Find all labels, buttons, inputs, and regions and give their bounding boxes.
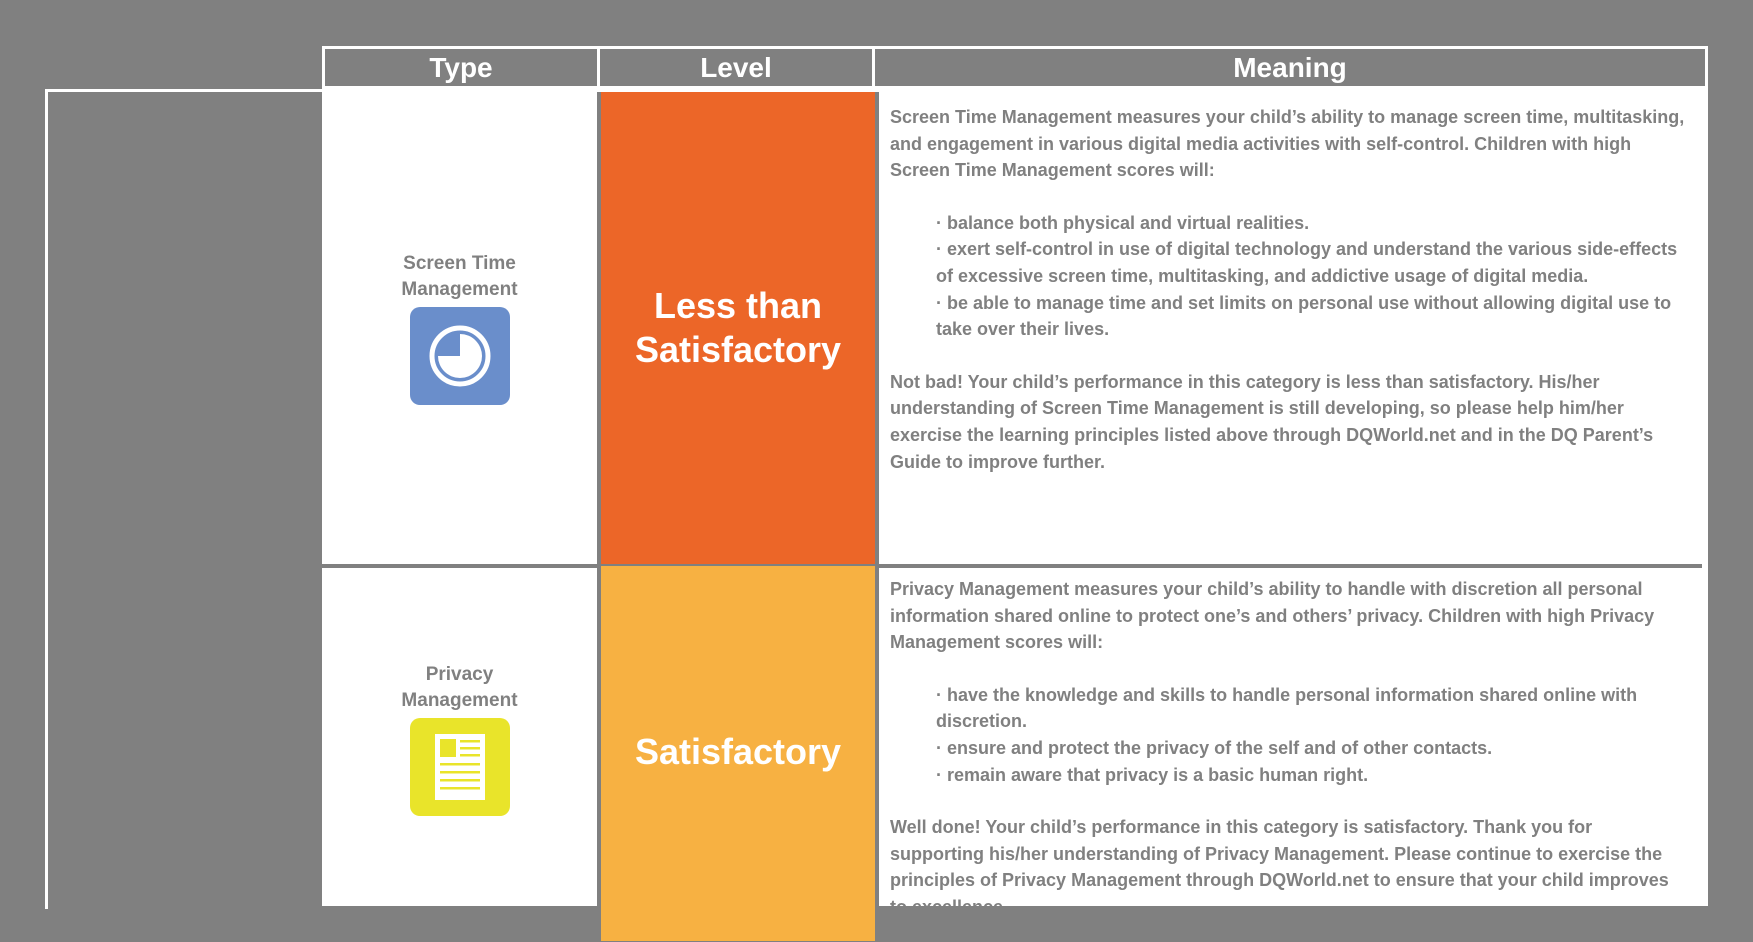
meaning-cell: Privacy Management measures your child’s… — [890, 576, 1690, 921]
meaning-summary: Not bad! Your child’s performance in thi… — [890, 371, 1654, 472]
row-divider — [322, 564, 1702, 568]
type-cell: Screen Time Management — [322, 92, 597, 564]
header-type: Type — [322, 46, 600, 89]
list-item: · have the knowledge and skills to handl… — [936, 684, 1638, 732]
table-row-screen-time: Screen Time Management Less than Satisfa… — [322, 92, 1708, 568]
meaning-intro: Screen Time Management measures your chi… — [890, 107, 1685, 181]
left-sidebar-panel — [45, 89, 323, 909]
meaning-bullets: · have the knowledge and skills to handl… — [936, 682, 1690, 788]
type-cell: Privacy Management — [322, 566, 597, 911]
meaning-summary: Well done! Your child’s performance in t… — [890, 817, 1669, 917]
type-label: Privacy Management — [401, 663, 518, 711]
header-level: Level — [597, 46, 875, 89]
list-item: · balance both physical and virtual real… — [936, 212, 1310, 233]
list-item: · remain aware that privacy is a basic h… — [936, 764, 1369, 785]
clock-icon — [409, 307, 510, 405]
document-icon — [409, 717, 510, 816]
meaning-bullets: · balance both physical and virtual real… — [936, 210, 1690, 343]
type-label: Screen Time Management — [401, 253, 518, 300]
level-badge: Satisfactory — [601, 566, 875, 941]
meaning-intro: Privacy Management measures your child’s… — [890, 579, 1655, 653]
meaning-cell: Screen Time Management measures your chi… — [890, 104, 1690, 475]
level-badge: Less than Satisfactory — [601, 92, 875, 564]
column-divider — [875, 92, 879, 942]
results-table: Type Level Meaning Screen Time Managemen… — [322, 46, 1708, 942]
table-row-privacy: Privacy Management Satisfactory Privacy … — [322, 566, 1708, 941]
column-divider — [597, 92, 601, 942]
header-meaning: Meaning — [872, 46, 1708, 89]
list-item: · ensure and protect the privacy of the … — [936, 737, 1493, 758]
list-item: · be able to manage time and set limits … — [936, 292, 1672, 340]
list-item: · exert self-control in use of digital t… — [936, 239, 1678, 286]
